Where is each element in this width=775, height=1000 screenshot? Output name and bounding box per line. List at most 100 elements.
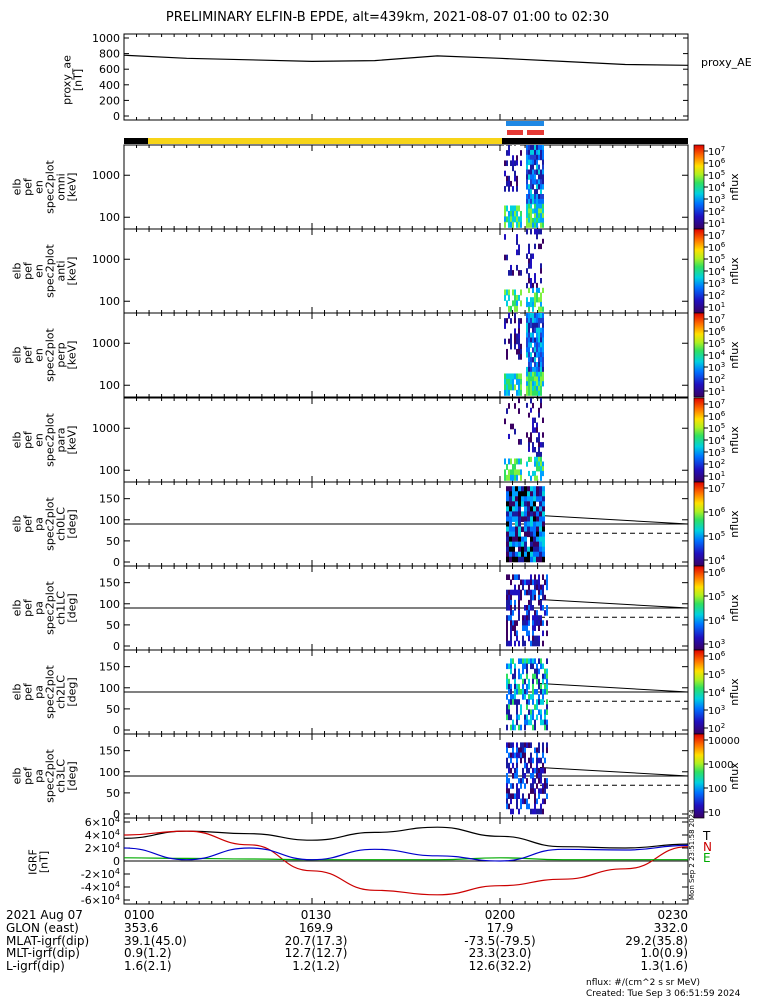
energy-panel-1-pixel	[532, 229, 534, 235]
pitch-panel-0-pixel	[533, 496, 536, 502]
pitch-panel-1-pixel	[534, 640, 536, 647]
pitch-panel-0-pixel	[512, 546, 515, 553]
energy-panel-3-pixel	[520, 458, 522, 465]
pitch-panel-2-pixel	[514, 724, 516, 731]
energy-panel-2-pixel	[530, 376, 532, 382]
pitch-panel-0-pixel	[539, 521, 542, 528]
pitch-panel-2-pixel	[514, 699, 516, 705]
pitch-panel-0-pixel	[506, 541, 509, 548]
energy-panel-2-pixel	[536, 313, 538, 319]
energy-panel-1-pixel	[512, 289, 514, 296]
pitch-panel-0-pixel	[521, 526, 524, 533]
pitch-panel-0-pixel	[530, 486, 533, 492]
energy-panel-2-pixel	[536, 381, 538, 387]
energy-panel-2-pixel	[536, 337, 538, 343]
energy-panel-3-ylabel: para	[55, 428, 68, 453]
pitch-panel-1-pixel	[534, 635, 536, 642]
energy-panel-0-pixel	[512, 216, 514, 223]
pitch-panel-0-pixel	[524, 556, 527, 563]
pitch-panel-3-ylabel: [deg]	[66, 761, 79, 790]
pitch-panel-1-pixel	[532, 630, 534, 637]
energy-panel-1-pixel	[528, 248, 530, 254]
energy-panel-3-pixel	[504, 458, 506, 465]
energy-panel-0-pixel	[540, 154, 542, 161]
pitch-panel-1-pixel	[530, 574, 532, 580]
pitch-panel-2-pixel	[528, 719, 530, 726]
energy-panel-3-pixel	[542, 442, 544, 448]
energy-panel-2-pixel	[520, 384, 522, 391]
energy-panel-1-pixel	[536, 292, 538, 298]
pitch-panel-1-pixel	[538, 615, 540, 621]
pitch-panel-2-ylabel: pef	[22, 682, 35, 701]
pitch-panel-3-pixel	[544, 767, 546, 774]
pitch-panel-1-pixel	[528, 584, 530, 591]
energy-panel-2-tick-label: 100	[99, 379, 120, 392]
energy-panel-0-pixel	[532, 217, 534, 224]
energy-panel-0-pixel	[532, 159, 534, 166]
pitch-panel-1-cbar-title: nflux	[728, 594, 741, 622]
energy-panel-1-pixel	[520, 300, 522, 307]
energy-panel-2-pixel	[518, 384, 520, 391]
pitch-panel-0-pixel	[530, 501, 533, 507]
pitch-panel-3-pixel	[542, 808, 544, 815]
pitch-panel-3-pixel	[524, 757, 526, 764]
pitch-panel-0-pixel	[527, 521, 530, 528]
energy-panel-2-pixel	[534, 371, 536, 378]
energy-panel-1-pixel	[516, 300, 518, 307]
energy-panel-1-frame	[123, 228, 689, 314]
igrf-series-E	[123, 857, 688, 861]
energy-panel-0-pixel	[514, 160, 516, 167]
pitch-panel-0-tick-label: 100	[99, 514, 120, 527]
igrf-tick-label: 6×104	[85, 815, 120, 829]
energy-panel-3-pixel	[504, 418, 506, 425]
energy-panel-3-pixel	[534, 398, 536, 404]
energy-panel-3-pixel	[528, 412, 530, 419]
energy-panel-2-pixel	[530, 313, 532, 319]
pitch-panel-1-ylabel: pef	[22, 598, 35, 617]
pitch-panel-1-cbar-label: 104	[708, 614, 726, 627]
energy-panel-0-pixel	[526, 184, 528, 190]
pitch-panel-1-pixel	[532, 640, 534, 647]
ephemeris-value: 39.1(45.0)	[124, 933, 187, 948]
energy-panel-2-pixel	[520, 343, 522, 350]
energy-panel-0-pixel	[516, 205, 518, 212]
pitch-panel-3-pixel	[546, 783, 548, 789]
pitch-panel-3-pixel	[536, 773, 538, 779]
igrf-series-b	[123, 844, 689, 862]
pitch-panel-1-pixel	[540, 589, 542, 596]
proxy-ae-ylabel: proxy_ae	[61, 55, 74, 105]
pitch-panel-2-pixel	[526, 683, 528, 690]
energy-panel-2-pixel	[528, 337, 530, 343]
pitch-panel-0-pixel	[515, 536, 518, 543]
pitch-panel-1-pixel	[536, 620, 538, 626]
energy-panel-2-pixel	[542, 332, 544, 338]
pitch-panel-0-pixel	[542, 496, 545, 502]
pitch-panel-1-pixel	[538, 589, 540, 596]
energy-panel-0-pixel	[532, 179, 534, 185]
pitch-panel-1-pixel	[514, 630, 516, 637]
energy-panel-3-pixel	[512, 463, 514, 470]
energy-panel-2-pixel	[504, 384, 506, 391]
energy-panel-0-pixel	[532, 145, 534, 151]
energy-panel-0-pixel	[506, 150, 508, 156]
energy-panel-1-pixel	[532, 282, 534, 289]
pitch-panel-0-pixel	[506, 491, 509, 497]
pitch-panel-1-pixel	[532, 615, 534, 621]
pitch-panel-3-pixel	[522, 798, 524, 805]
pitch-panel-0-pixel	[524, 491, 527, 497]
energy-panel-2-pixel	[530, 337, 532, 343]
energy-panel-2-pixel	[532, 317, 534, 324]
energy-panel-1-pixel	[540, 301, 542, 308]
pitch-panel-0-pixel	[530, 496, 533, 502]
energy-panel-2-pixel	[536, 352, 538, 358]
energy-panel-3-pixel	[542, 470, 544, 477]
pitch-panel-0-pixel	[542, 491, 545, 497]
pitch-panel-2-pixel	[526, 668, 528, 675]
energy-panel-1-pixel	[516, 239, 518, 245]
pitch-panel-2-pixel	[522, 678, 524, 685]
energy-panel-1-pixel	[530, 263, 532, 269]
pitch-panel-1-pixel	[506, 615, 508, 621]
energy-panel-0-pixel	[534, 194, 536, 200]
energy-panel-1-pixel	[530, 301, 532, 308]
pitch-panel-0-pixel	[530, 521, 533, 528]
